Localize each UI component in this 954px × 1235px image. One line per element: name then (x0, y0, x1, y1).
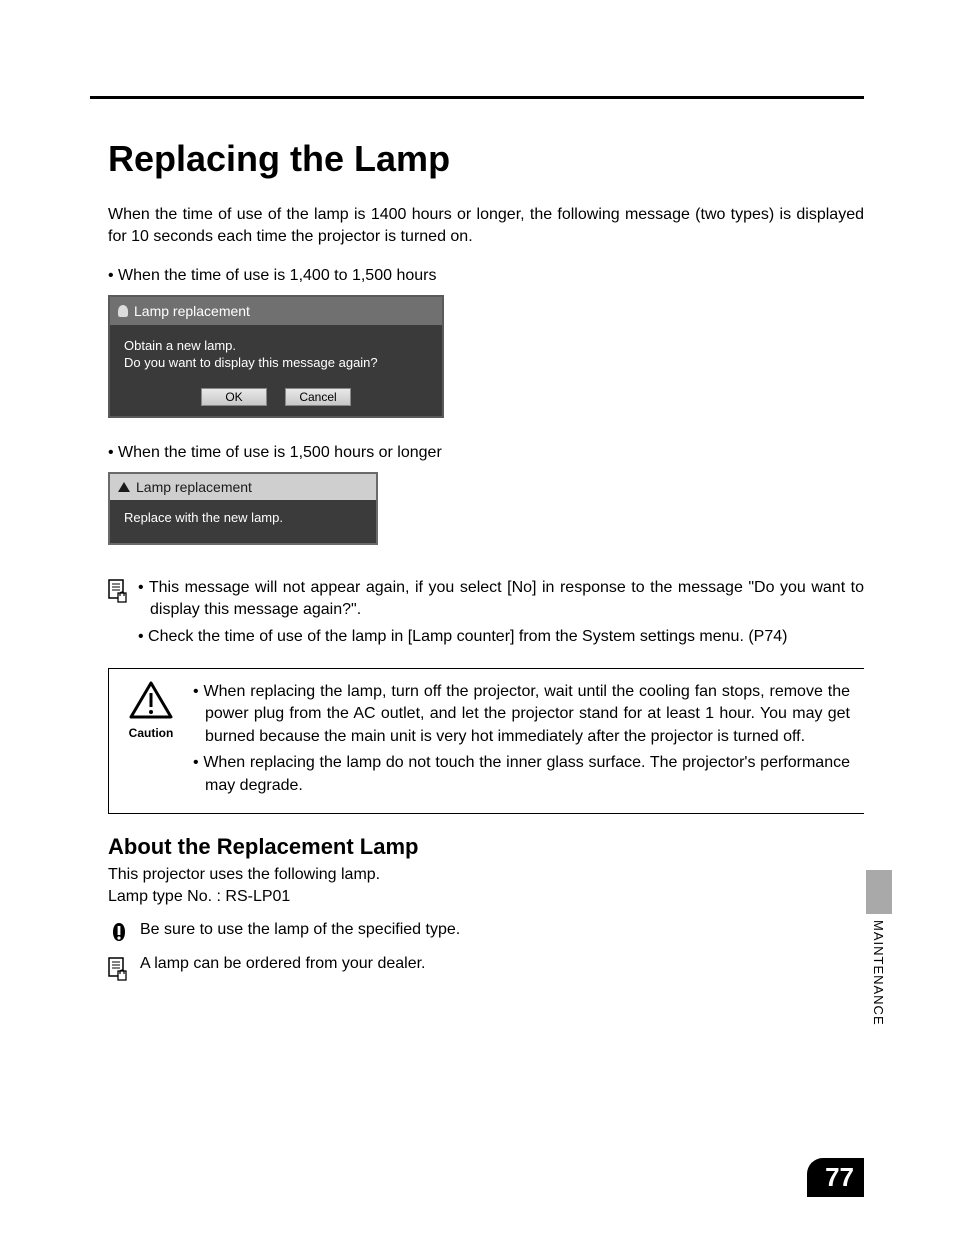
side-tab: MAINTENANCE (866, 870, 892, 1070)
dialog1-titlebar: Lamp replacement (110, 297, 442, 325)
exclamation-icon (108, 921, 130, 943)
cancel-button[interactable]: Cancel (285, 388, 351, 406)
warning-triangle-icon (118, 482, 130, 492)
side-tab-marker (866, 870, 892, 914)
caution-box: Caution When replacing the lamp, turn of… (108, 668, 864, 814)
case2-label: • When the time of use is 1,500 hours or… (108, 444, 864, 462)
note-icon (108, 579, 128, 603)
dialog1-buttons: OK Cancel (110, 382, 442, 416)
dialog-lamp-replacement-2: Lamp replacement Replace with the new la… (108, 472, 378, 545)
info-text: A lamp can be ordered from your dealer. (140, 955, 426, 973)
caution-triangle-icon (129, 681, 173, 719)
sub-line1: This projector uses the following lamp. (108, 864, 864, 886)
page-number: 77 (807, 1158, 864, 1197)
dialog1-line1: Obtain a new lamp. (124, 337, 428, 355)
dialog1-title: Lamp replacement (134, 303, 250, 319)
intro-paragraph: When the time of use of the lamp is 1400… (108, 204, 864, 249)
caution-icon-block: Caution (123, 681, 179, 801)
warning-line: Be sure to use the lamp of the specified… (108, 921, 864, 943)
lamp-icon (118, 305, 128, 317)
note-block: This message will not appear again, if y… (108, 573, 864, 662)
warning-text: Be sure to use the lamp of the specified… (140, 921, 460, 939)
dialog1-line2: Do you want to display this message agai… (124, 354, 428, 372)
case1-label: • When the time of use is 1,400 to 1,500… (108, 267, 864, 285)
caution-item-2: When replacing the lamp do not touch the… (193, 752, 850, 797)
note-icon (108, 957, 130, 981)
side-tab-label: MAINTENANCE (871, 920, 886, 1026)
ok-button[interactable]: OK (201, 388, 267, 406)
note-item-2: Check the time of use of the lamp in [La… (138, 626, 864, 648)
page-content: Replacing the Lamp When the time of use … (0, 0, 954, 981)
dialog-lamp-replacement-1: Lamp replacement Obtain a new lamp. Do y… (108, 295, 444, 418)
dialog2-titlebar: Lamp replacement (110, 474, 376, 500)
dialog2-body: Replace with the new lamp. (110, 500, 376, 543)
dialog1-body: Obtain a new lamp. Do you want to displa… (110, 325, 442, 382)
dialog2-title: Lamp replacement (136, 479, 252, 495)
caution-label: Caution (123, 726, 179, 740)
caution-item-1: When replacing the lamp, turn off the pr… (193, 681, 850, 748)
subheading: About the Replacement Lamp (108, 834, 864, 860)
page-title: Replacing the Lamp (108, 138, 864, 180)
sub-line2: Lamp type No. : RS-LP01 (108, 886, 864, 908)
note-item-1: This message will not appear again, if y… (138, 577, 864, 622)
info-line: A lamp can be ordered from your dealer. (108, 955, 864, 981)
